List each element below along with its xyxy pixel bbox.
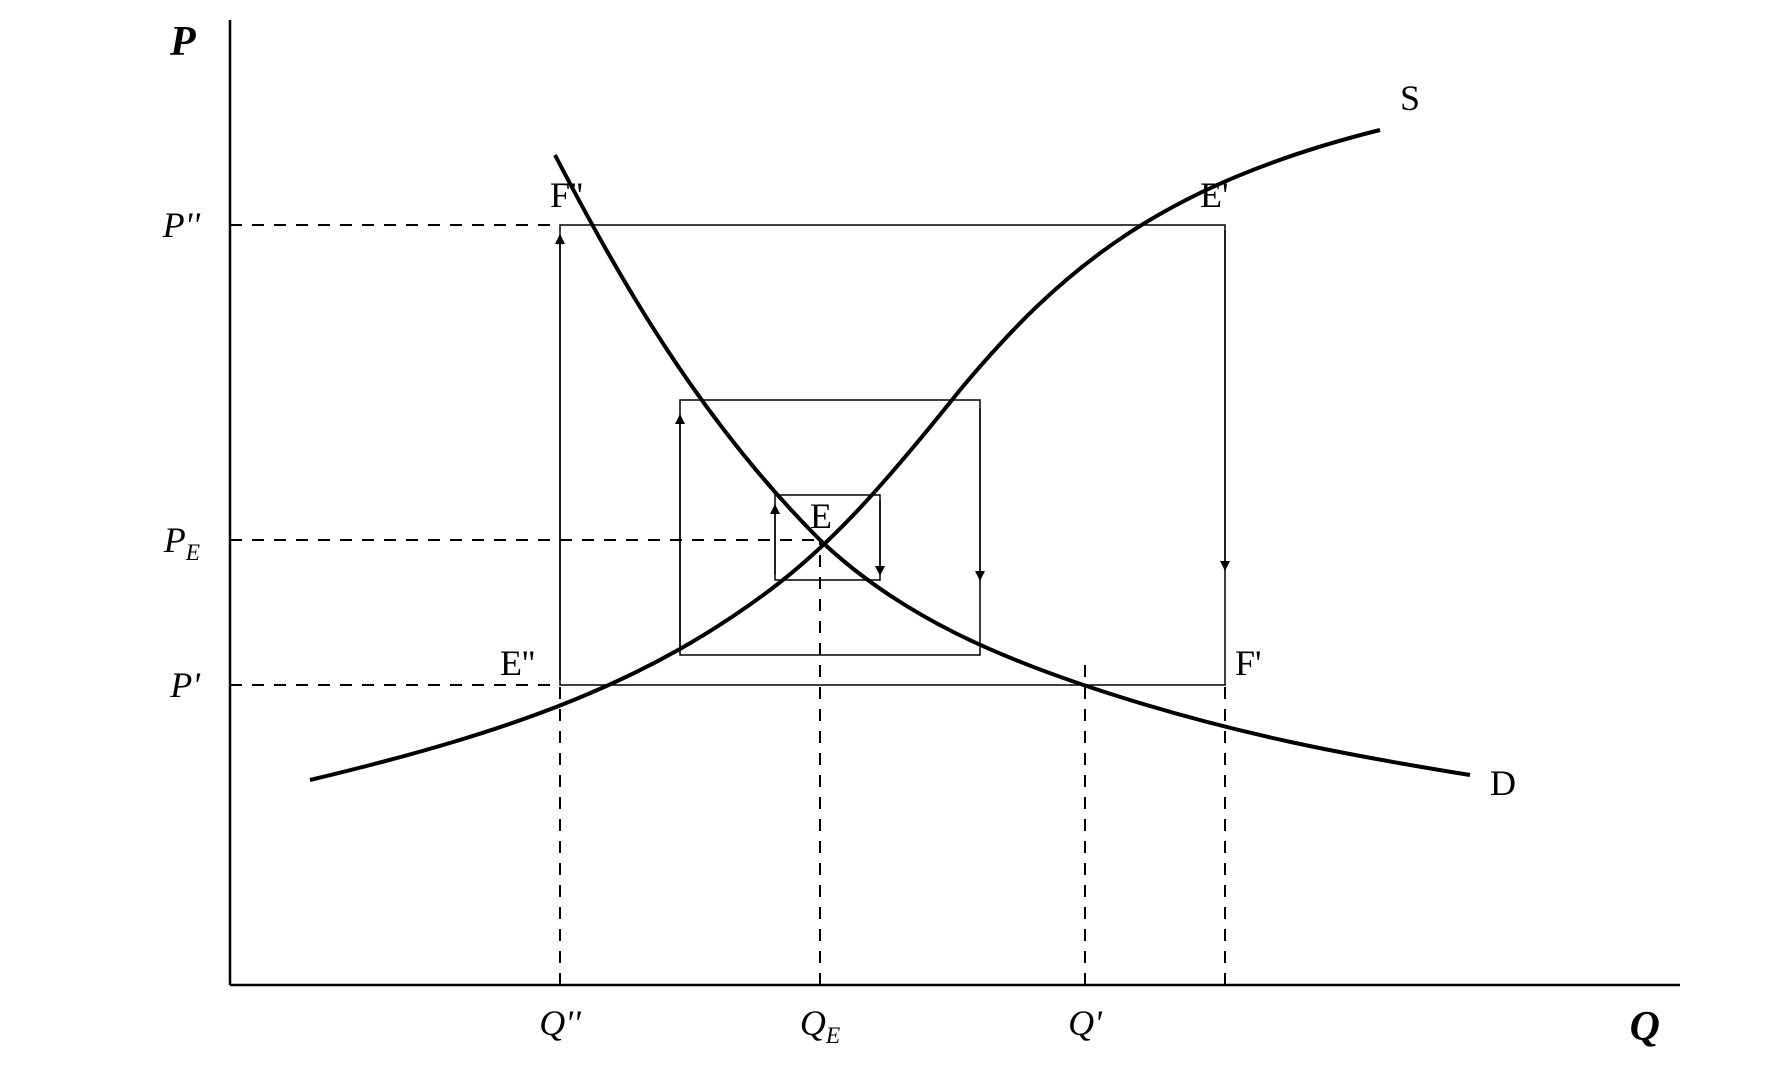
x-axis-label: Q bbox=[1630, 1004, 1660, 1050]
y-tick-P2: P'' bbox=[162, 205, 202, 245]
y-tick-PE: PE bbox=[163, 520, 200, 566]
arrows bbox=[560, 230, 1225, 680]
x-tick-QE: QE bbox=[800, 1003, 840, 1049]
demand-curve bbox=[555, 155, 1470, 775]
y-axis-label: P bbox=[169, 19, 196, 65]
dashed-lines bbox=[230, 225, 1225, 985]
label-E: E bbox=[810, 496, 832, 536]
label-Ep: E' bbox=[1200, 175, 1228, 215]
cobweb-diagram: P Q S D P'' PE P' Q'' QE Q' F'' E' E'' F' E bbox=[0, 0, 1770, 1068]
cobweb-rectangles bbox=[560, 225, 1225, 685]
label-Epp: E'' bbox=[500, 643, 535, 683]
supply-label: S bbox=[1400, 78, 1420, 118]
x-tick-Q1: Q' bbox=[1068, 1003, 1103, 1043]
label-Fpp: F'' bbox=[550, 175, 583, 215]
label-Fp: F' bbox=[1235, 643, 1262, 683]
x-tick-labels: Q'' QE Q' bbox=[539, 1003, 1103, 1049]
rect-outer bbox=[560, 225, 1225, 685]
y-tick-labels: P'' PE P' bbox=[162, 205, 202, 705]
supply-curve bbox=[310, 130, 1380, 780]
demand-label: D bbox=[1490, 763, 1516, 803]
point-labels: F'' E' E'' F' E bbox=[500, 175, 1262, 683]
y-tick-P1: P' bbox=[169, 665, 201, 705]
x-tick-Q2: Q'' bbox=[539, 1003, 582, 1043]
